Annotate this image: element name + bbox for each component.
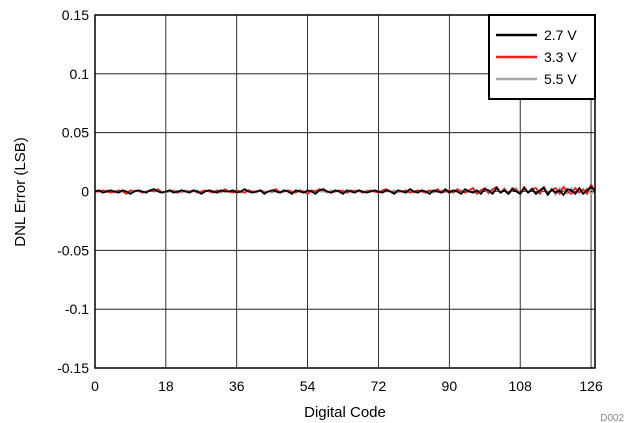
x-tick-labels: 0 18 36 54 72 90 108 126 bbox=[91, 378, 603, 394]
x-tick-label: 126 bbox=[579, 378, 603, 394]
legend-label: 5.5 V bbox=[544, 71, 577, 87]
series-layer bbox=[94, 183, 596, 196]
legend-label: 3.3 V bbox=[544, 49, 577, 65]
y-tick-label: 0.05 bbox=[62, 125, 89, 141]
legend-label: 2.7 V bbox=[544, 27, 577, 43]
y-axis-title: DNL Error (LSB) bbox=[12, 137, 29, 246]
y-tick-label: -0.05 bbox=[57, 242, 89, 258]
x-tick-label: 108 bbox=[509, 378, 533, 394]
figure-id: D002 bbox=[600, 413, 624, 423]
legend: 2.7 V 3.3 V 5.5 V bbox=[488, 14, 596, 100]
y-tick-label: 0 bbox=[81, 184, 89, 200]
series-line-2-7-v bbox=[94, 185, 596, 196]
y-tick-label: -0.1 bbox=[65, 301, 89, 317]
y-tick-label: 0.1 bbox=[70, 66, 90, 82]
x-tick-label: 0 bbox=[91, 378, 99, 394]
plot-frame bbox=[94, 14, 596, 369]
x-tick-label: 72 bbox=[371, 378, 387, 394]
x-tick-label: 36 bbox=[229, 378, 245, 394]
y-tick-label: -0.15 bbox=[57, 360, 89, 376]
y-tick-labels: 0.15 0.1 0.05 0 -0.05 -0.1 -0.15 bbox=[57, 7, 89, 376]
x-tick-label: 54 bbox=[300, 378, 316, 394]
x-tick-label: 90 bbox=[442, 378, 458, 394]
x-axis-title: Digital Code bbox=[304, 404, 386, 421]
x-tick-label: 18 bbox=[158, 378, 174, 394]
y-tick-label: 0.15 bbox=[62, 7, 89, 23]
